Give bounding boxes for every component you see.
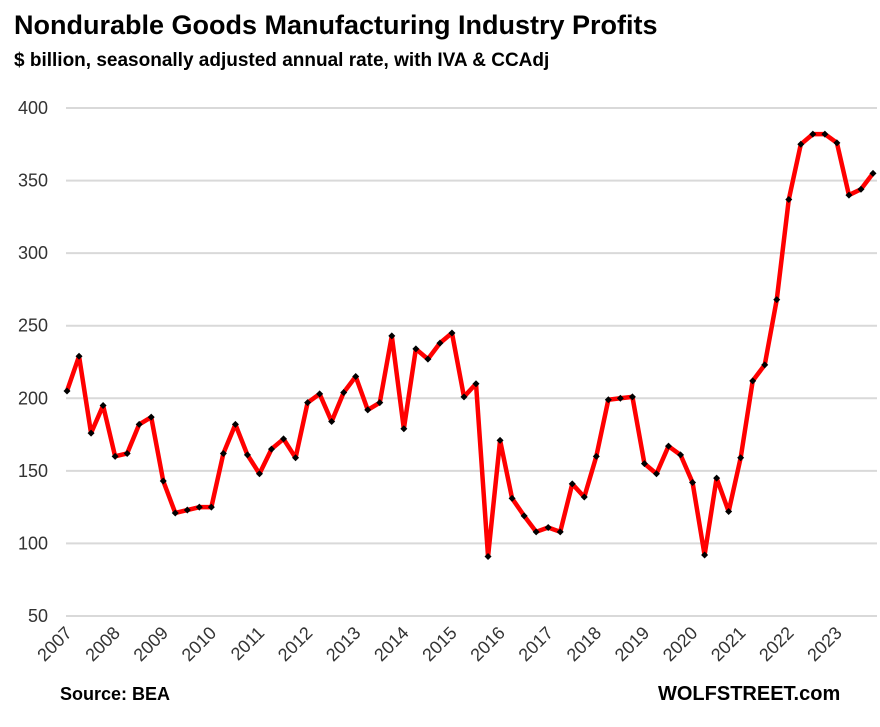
- x-tick-label: 2018: [563, 623, 605, 665]
- data-point: [797, 140, 805, 148]
- x-tick-label: 2021: [707, 623, 749, 665]
- data-point: [195, 503, 203, 511]
- y-tick-label: 150: [18, 461, 48, 481]
- x-tick-label: 2019: [611, 623, 653, 665]
- x-tick-label: 2015: [418, 623, 460, 665]
- data-point: [255, 470, 263, 478]
- data-point: [231, 420, 239, 428]
- x-tick-label: 2014: [370, 623, 412, 665]
- data-point: [280, 435, 288, 443]
- x-tick-label: 2020: [659, 623, 701, 665]
- data-point: [448, 329, 456, 337]
- data-point: [436, 339, 444, 347]
- data-point: [472, 380, 480, 388]
- x-tick-label: 2017: [515, 623, 557, 665]
- data-point: [532, 528, 540, 536]
- data-point: [352, 373, 360, 381]
- data-point: [652, 470, 660, 478]
- data-point: [761, 361, 769, 369]
- chart-title: Nondurable Goods Manufacturing Industry …: [14, 10, 658, 40]
- data-point: [99, 402, 107, 410]
- data-point: [340, 388, 348, 396]
- data-point: [508, 494, 516, 502]
- data-point: [460, 393, 468, 401]
- data-point: [689, 478, 697, 486]
- data-point: [207, 503, 215, 511]
- x-tick-label: 2010: [178, 623, 220, 665]
- data-point: [580, 493, 588, 501]
- x-tick-label: 2008: [81, 623, 123, 665]
- data-point: [664, 442, 672, 450]
- y-tick-label: 200: [18, 388, 48, 408]
- data-point: [701, 551, 709, 559]
- x-tick-label: 2007: [33, 623, 75, 665]
- data-point: [183, 506, 191, 514]
- data-point: [556, 528, 564, 536]
- data-point: [111, 452, 119, 460]
- data-point: [821, 130, 829, 138]
- data-point: [640, 460, 648, 468]
- data-point: [725, 507, 733, 515]
- data-point: [713, 474, 721, 482]
- data-point: [171, 509, 179, 517]
- data-point: [544, 523, 552, 531]
- data-point: [484, 552, 492, 560]
- y-tick-label: 100: [18, 533, 48, 553]
- data-point: [376, 399, 384, 407]
- data-point: [159, 477, 167, 485]
- x-tick-label: 2023: [803, 623, 845, 665]
- data-point: [773, 296, 781, 304]
- data-point: [520, 512, 528, 520]
- data-point: [135, 420, 143, 428]
- data-point: [364, 406, 372, 414]
- data-point: [677, 451, 685, 459]
- data-point: [857, 185, 865, 193]
- data-point: [123, 449, 131, 457]
- data-point: [869, 169, 877, 177]
- source-note: Source: BEA: [60, 684, 171, 704]
- data-point: [785, 195, 793, 203]
- data-point: [63, 387, 71, 395]
- y-tick-label: 350: [18, 171, 48, 191]
- x-tick-label: 2022: [755, 623, 797, 665]
- data-point: [424, 355, 432, 363]
- data-point: [243, 451, 251, 459]
- data-point: [316, 390, 324, 398]
- data-point: [604, 396, 612, 404]
- data-point: [388, 332, 396, 340]
- data-point: [568, 480, 576, 488]
- x-tick-label: 2009: [130, 623, 172, 665]
- brand-label: WOLFSTREET.com: [658, 683, 841, 705]
- data-point: [268, 445, 276, 453]
- y-tick-label: 250: [18, 316, 48, 336]
- data-point: [833, 139, 841, 147]
- data-point: [412, 345, 420, 353]
- x-tick-label: 2011: [227, 623, 269, 665]
- x-tick-label: 2013: [322, 623, 364, 665]
- y-tick-label: 400: [18, 98, 48, 118]
- data-point: [304, 399, 312, 407]
- data-point: [87, 429, 95, 437]
- data-point: [496, 436, 504, 444]
- data-point: [292, 454, 300, 462]
- data-point: [845, 191, 853, 199]
- y-tick-label: 50: [28, 606, 48, 626]
- x-tick-label: 2012: [274, 623, 316, 665]
- x-tick-label: 2016: [466, 623, 508, 665]
- data-point: [749, 377, 757, 385]
- data-point: [147, 413, 155, 421]
- y-tick-label: 300: [18, 243, 48, 263]
- data-point: [628, 393, 636, 401]
- data-point: [328, 418, 336, 426]
- chart-subtitle: $ billion, seasonally adjusted annual ra…: [14, 50, 550, 71]
- series-line: [64, 131, 875, 559]
- data-point: [400, 425, 408, 433]
- data-point: [616, 394, 624, 402]
- data-point: [219, 449, 227, 457]
- data-point: [737, 454, 745, 462]
- data-point: [592, 452, 600, 460]
- data-point: [75, 352, 83, 360]
- data-point: [809, 130, 817, 138]
